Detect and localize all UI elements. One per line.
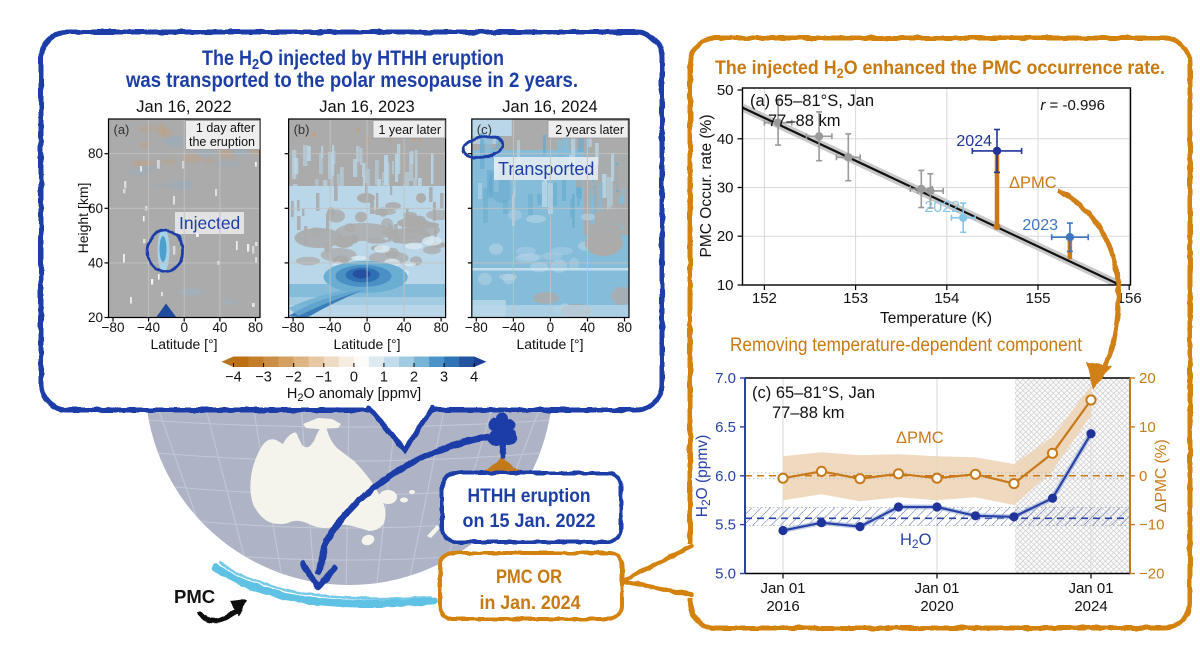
svg-text:4: 4 [470,370,478,386]
svg-text:5.5: 5.5 [715,517,736,534]
svg-text:(a) 65–81°S, Jan: (a) 65–81°S, Jan [750,92,874,110]
svg-text:2024: 2024 [1074,598,1107,615]
svg-text:Transported: Transported [498,159,594,179]
svg-text:on 15 Jan. 2022: on 15 Jan. 2022 [463,511,596,532]
svg-text:−3: −3 [255,370,272,386]
svg-text:Jan 01: Jan 01 [914,580,959,597]
svg-text:ΔPMC: ΔPMC [896,429,944,447]
svg-text:6.5: 6.5 [715,419,736,436]
svg-text:50: 50 [717,82,734,99]
svg-text:−40: −40 [319,320,342,335]
svg-text:(a): (a) [114,122,130,137]
svg-text:Injected: Injected [179,213,240,233]
svg-text:0: 0 [547,320,555,335]
svg-text:(c): (c) [477,122,492,137]
svg-text:H2O anomaly [ppmv]: H2O anomaly [ppmv] [287,386,421,404]
svg-text:−2: −2 [285,370,302,386]
svg-text:−40: −40 [502,320,525,335]
svg-text:2023: 2023 [1022,217,1058,234]
svg-text:Latitude [°]: Latitude [°] [150,336,217,352]
svg-text:6.0: 6.0 [715,468,736,485]
svg-text:40: 40 [717,131,734,148]
svg-text:Removing temperature-dependent: Removing temperature-dependent component [730,335,1083,356]
svg-text:80: 80 [434,320,449,335]
svg-text:−10: −10 [1139,517,1164,534]
svg-text:was transported to the polar m: was transported to the polar mesopause i… [125,69,578,92]
svg-text:2016: 2016 [766,598,799,615]
svg-text:40: 40 [580,320,595,335]
svg-text:7.0: 7.0 [715,370,736,387]
svg-text:Jan 01: Jan 01 [760,580,805,597]
svg-text:0: 0 [180,320,188,335]
svg-text:The H2O injected by HTHH erupt: The H2O injected by HTHH eruption [202,47,504,73]
svg-text:the eruption: the eruption [189,135,255,149]
svg-text:in Jan. 2024: in Jan. 2024 [480,592,581,614]
svg-text:80: 80 [88,146,103,161]
svg-text:1: 1 [380,370,388,386]
svg-text:−80: −80 [282,320,305,335]
svg-text:PMC Occur. rate (%): PMC Occur. rate (%) [698,115,715,258]
svg-text:−80: −80 [465,320,488,335]
svg-text:2022: 2022 [924,199,960,216]
svg-text:H2O (ppmv): H2O (ppmv) [694,435,713,517]
svg-text:−40: −40 [137,320,160,335]
svg-text:(c) 65–81°S, Jan: (c) 65–81°S, Jan [752,384,875,402]
svg-text:5.0: 5.0 [715,566,736,583]
svg-text:The injected H2O enhanced the: The injected H2O enhanced the PMC occurr… [715,57,1165,81]
svg-text:0: 0 [363,320,371,335]
svg-text:−80: −80 [102,320,125,335]
svg-text:2: 2 [410,370,418,386]
svg-text:−20: −20 [1139,566,1164,583]
svg-text:ΔPMC: ΔPMC [1009,174,1057,192]
svg-text:153: 153 [843,290,868,307]
svg-text:−1: −1 [316,370,333,386]
svg-text:10: 10 [717,277,734,294]
svg-text:2024: 2024 [956,133,992,150]
svg-text:3: 3 [440,370,448,386]
svg-text:40: 40 [212,320,227,335]
svg-text:Jan 16, 2023: Jan 16, 2023 [319,98,414,116]
svg-text:r = -0.996: r = -0.996 [1040,97,1105,114]
svg-text:Jan 01: Jan 01 [1068,580,1113,597]
svg-text:156: 156 [1117,290,1142,307]
svg-text:Temperature (K): Temperature (K) [880,310,992,327]
svg-text:Jan 16, 2024: Jan 16, 2024 [502,98,597,116]
svg-text:Height [km]: Height [km] [75,183,91,254]
svg-text:152: 152 [752,290,777,307]
svg-text:ΔPMC (%): ΔPMC (%) [1153,439,1170,512]
svg-text:20: 20 [1139,370,1156,387]
svg-text:2020: 2020 [920,598,953,615]
svg-text:0: 0 [1139,468,1147,485]
svg-text:H2O: H2O [900,531,932,551]
svg-text:30: 30 [717,180,734,197]
svg-text:20: 20 [88,310,103,325]
svg-text:40: 40 [397,320,412,335]
svg-text:2 years later: 2 years later [555,123,624,137]
svg-text:PMC OR: PMC OR [496,566,562,588]
svg-text:Latitude [°]: Latitude [°] [333,336,400,352]
svg-text:1 day after: 1 day after [196,121,255,135]
svg-text:77–88 km: 77–88 km [768,112,840,130]
svg-text:10: 10 [1139,419,1156,436]
svg-text:1 year later: 1 year later [378,123,441,137]
svg-text:80: 80 [248,320,263,335]
svg-text:(b): (b) [294,122,310,137]
svg-text:HTHH eruption: HTHH eruption [468,486,591,507]
svg-text:77–88 km: 77–88 km [772,404,844,422]
svg-text:155: 155 [1025,290,1050,307]
svg-text:40: 40 [88,255,103,270]
svg-text:PMC: PMC [174,586,215,607]
svg-text:Latitude [°]: Latitude [°] [516,336,583,352]
svg-text:80: 80 [617,320,632,335]
svg-text:Jan 16, 2022: Jan 16, 2022 [136,98,231,116]
svg-text:0: 0 [350,370,358,386]
svg-text:60: 60 [88,201,103,216]
svg-text:20: 20 [717,228,734,245]
svg-text:−4: −4 [225,370,242,386]
svg-text:154: 154 [934,290,959,307]
